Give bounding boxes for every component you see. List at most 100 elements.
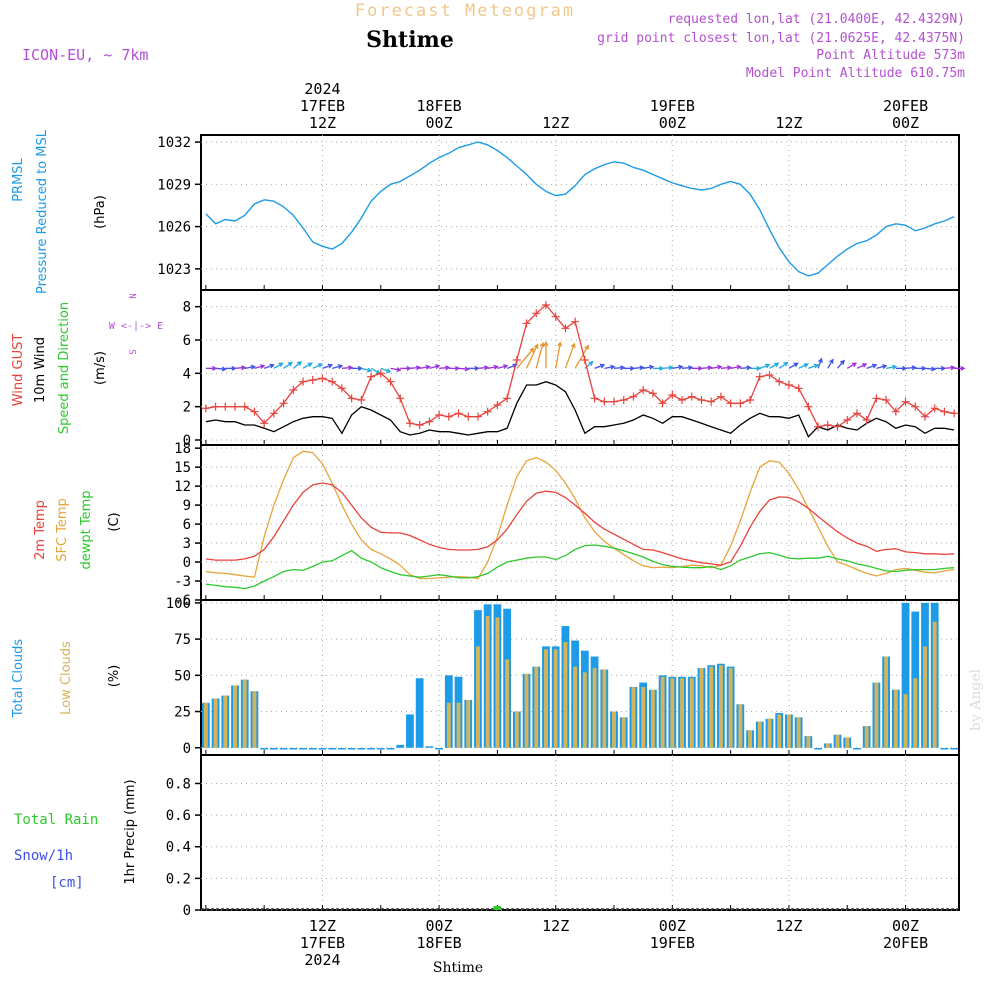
wind-gust-marker bbox=[503, 394, 512, 403]
wind-direction-arrow bbox=[429, 365, 440, 369]
wind-direction-arrow bbox=[322, 364, 333, 369]
wind-direction-arrowhead bbox=[678, 364, 684, 370]
wind-direction-arrow bbox=[370, 367, 381, 374]
wind-gust-marker bbox=[833, 422, 842, 431]
wind-direction-arrowhead bbox=[557, 341, 563, 347]
wind-direction-arrowhead bbox=[746, 365, 752, 371]
point-altitude: Point Altitude 573m bbox=[816, 48, 965, 63]
wind-gust-marker bbox=[250, 407, 259, 416]
clouds-ylabel-2: Low Clouds bbox=[59, 641, 74, 715]
low-cloud-bar bbox=[544, 649, 548, 748]
low-cloud-bar bbox=[650, 689, 655, 748]
wind-gust-marker bbox=[823, 421, 832, 429]
wind-gust-marker bbox=[299, 377, 308, 386]
wind-gust-marker bbox=[211, 402, 220, 411]
wind-gust-marker bbox=[483, 407, 492, 416]
wind-gust-marker bbox=[347, 394, 356, 403]
low-cloud-bar bbox=[913, 678, 918, 748]
wind-direction-arrow bbox=[497, 365, 508, 369]
wind-direction-arrow bbox=[574, 345, 589, 369]
wind-direction-arrowhead bbox=[736, 364, 742, 370]
wind-gust-marker bbox=[532, 309, 541, 318]
wind-direction-arrowhead bbox=[882, 364, 888, 369]
low-cloud-bar bbox=[602, 669, 607, 748]
requested-coords: requested lon,lat (21.0400E, 42.4329N) bbox=[668, 12, 965, 27]
low-cloud-bar bbox=[514, 711, 519, 748]
wind-direction-arrow bbox=[458, 367, 469, 370]
temperature-ytick-label: -3 bbox=[174, 574, 191, 590]
low-cloud-bar bbox=[563, 642, 568, 748]
wind-gust-marker bbox=[269, 409, 278, 418]
forecast-title: Forecast Meteogram bbox=[355, 1, 575, 21]
wind-direction-arrow bbox=[516, 347, 535, 369]
low-cloud-bar bbox=[495, 617, 500, 748]
low-cloud-bar bbox=[777, 714, 782, 748]
header: Forecast Meteogram Shtime ICON-EU, ~ 7km… bbox=[22, 1, 965, 81]
wind-gust-marker bbox=[522, 319, 531, 328]
wind-direction-arrow bbox=[798, 363, 808, 369]
temp-ylabel-1: 2m Temp bbox=[33, 500, 48, 560]
bottom-time-label: 12Z bbox=[775, 917, 802, 935]
wind-direction-arrowhead bbox=[688, 365, 694, 371]
wind-direction-arrow bbox=[759, 364, 770, 369]
top-time-label: 2024 bbox=[304, 80, 340, 98]
wind-gust-marker bbox=[473, 412, 482, 421]
wind-direction-arrowhead bbox=[337, 364, 344, 369]
precip-ytick-label: 0.8 bbox=[166, 776, 191, 792]
wind-direction-arrowhead bbox=[726, 365, 733, 371]
wind-gust-marker bbox=[610, 397, 619, 406]
wind-direction-arrow bbox=[409, 366, 420, 369]
wind-gust-marker bbox=[891, 407, 900, 416]
wind-gust-marker bbox=[541, 301, 550, 309]
wind-direction-arrow bbox=[477, 366, 488, 369]
low-cloud-bar bbox=[631, 686, 636, 748]
wind-direction-arrowhead bbox=[620, 365, 626, 371]
wind-gust-marker bbox=[648, 389, 657, 398]
top-time-label: 19FEB bbox=[650, 97, 695, 115]
wind-direction-arrowhead bbox=[829, 358, 834, 364]
low-cloud-bar bbox=[223, 695, 228, 748]
wind-direction-arrowhead bbox=[588, 361, 594, 366]
wind-gust-marker bbox=[561, 324, 570, 333]
top-time-label: 17FEB bbox=[300, 97, 345, 115]
bottom-time-label: 18FEB bbox=[417, 934, 462, 952]
wind-gust-marker bbox=[435, 411, 444, 419]
wind-gust-marker bbox=[716, 392, 725, 401]
dewpoint-line bbox=[205, 544, 955, 590]
top-time-label: 12Z bbox=[542, 114, 569, 132]
wind-direction-arrowhead bbox=[366, 367, 373, 373]
wind-direction-arrowhead bbox=[464, 366, 470, 372]
low-cloud-bar bbox=[252, 691, 257, 748]
wind-direction-arrow bbox=[788, 362, 798, 369]
low-cloud-bar bbox=[767, 718, 772, 748]
wind-direction-arrowhead bbox=[415, 365, 422, 371]
compass-south: S bbox=[129, 349, 139, 354]
low-cloud-bar bbox=[213, 698, 218, 748]
wind-gust-marker bbox=[221, 402, 230, 411]
wind-direction-arrow bbox=[837, 360, 845, 369]
precip-ytick-label: 0.4 bbox=[166, 840, 191, 856]
wind-gust-marker bbox=[687, 392, 696, 401]
wind-gust-marker bbox=[872, 394, 881, 403]
wind-gust-marker bbox=[775, 377, 784, 386]
pressure-frame bbox=[200, 134, 960, 291]
low-cloud-bar bbox=[553, 649, 558, 748]
wind-gust-marker bbox=[464, 412, 473, 421]
low-cloud-bar bbox=[446, 702, 451, 748]
low-cloud-bar bbox=[728, 668, 733, 748]
total-cloud-bar bbox=[406, 714, 414, 748]
wind-gust-marker bbox=[950, 409, 959, 418]
low-cloud-bar bbox=[738, 704, 743, 748]
pressure-ytick-label: 1032 bbox=[157, 135, 191, 151]
wind-gust-marker bbox=[697, 396, 706, 404]
pressure-line bbox=[205, 141, 955, 277]
temperature-ytick-label: 18 bbox=[174, 441, 191, 457]
wind-ylabel-1: Wind GUST bbox=[11, 334, 26, 407]
wind-direction-arrow bbox=[292, 361, 302, 369]
snow-legend: Snow/1h bbox=[14, 848, 73, 864]
wind-direction-arrow bbox=[244, 365, 255, 369]
wind-direction-arrowhead bbox=[386, 368, 392, 373]
low-cloud-bar bbox=[884, 656, 889, 748]
